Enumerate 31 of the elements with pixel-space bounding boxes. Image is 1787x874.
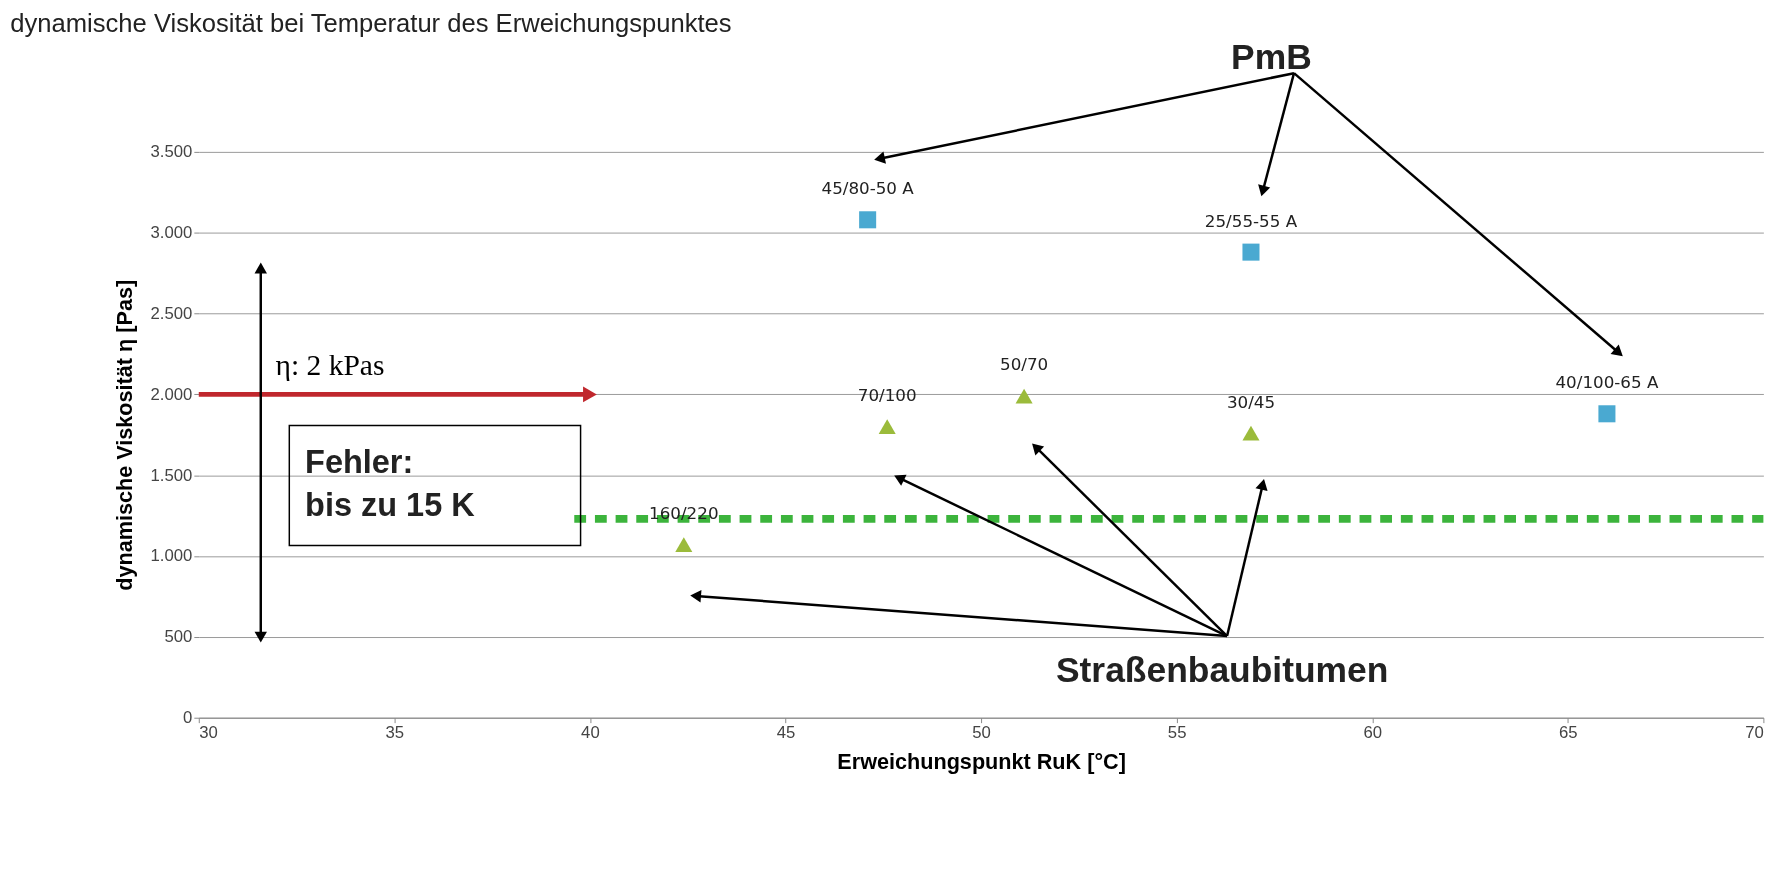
- x-tick-label: 40: [581, 722, 600, 742]
- y-tick-label: 500: [164, 627, 193, 647]
- annotation: 45/80-50 A: [821, 178, 915, 199]
- x-tick-label: 35: [385, 722, 405, 742]
- annotation: 50/70: [1000, 354, 1049, 375]
- x-tick-label: 60: [1363, 722, 1383, 742]
- text: PmB: [1231, 37, 1312, 78]
- x-tick-label: 55: [1167, 722, 1187, 742]
- y-tick-label: 2.500: [150, 303, 193, 323]
- x-tick-label: 50: [972, 722, 991, 742]
- chart-title: dynamische Viskosität bei Temperatur des Erweichungspunktes: [10, 8, 732, 37]
- annotation: 160/220: [649, 503, 719, 524]
- annotation: Fehler: bis zu 15 K: [305, 443, 476, 523]
- y-tick-label: 3.500: [150, 142, 193, 162]
- annotation: 25/55-55 A: [1204, 210, 1298, 231]
- annotation: Straßenbaubitumen: [1055, 650, 1389, 691]
- y-tick-label: 3.000: [150, 223, 193, 243]
- x-axis-title: Erweichungspunkt RuK [°C]: [837, 749, 1126, 775]
- y-tick-label: 0: [183, 708, 193, 728]
- x-tick-label: 70: [1745, 722, 1764, 742]
- series-label: η: 2 kPas: [275, 348, 385, 381]
- x-tick-label: 65: [1558, 722, 1578, 742]
- annotation: 70/100: [857, 385, 917, 406]
- x-tick-label: 30: [199, 722, 218, 742]
- x-tick-label: 45: [776, 722, 796, 742]
- y-tick-label: 1.000: [150, 546, 193, 566]
- y-tick-label: 2.000: [150, 384, 193, 404]
- y-tick-label: 1.500: [150, 465, 193, 485]
- annotation: 40/100-65 A: [1555, 372, 1659, 393]
- y-axis-title: dynamische Viskosität η [Pas]: [111, 279, 137, 591]
- annotation: 30/45: [1226, 391, 1276, 412]
